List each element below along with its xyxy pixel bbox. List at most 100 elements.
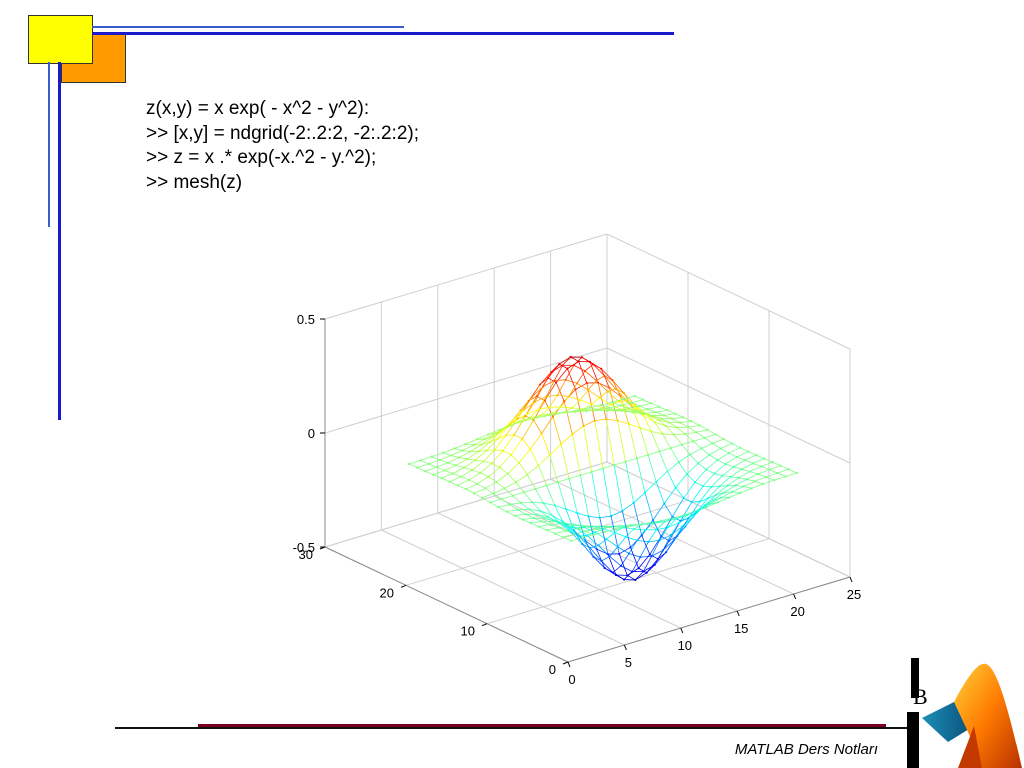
mesh-edge (709, 448, 721, 456)
mesh-point (588, 406, 591, 409)
mesh-point (640, 412, 643, 415)
mesh-edge (465, 443, 474, 446)
mesh-point (724, 462, 727, 466)
mesh-point (734, 484, 737, 487)
mesh-point (424, 470, 427, 473)
mesh-point (537, 408, 540, 411)
mesh-point (658, 539, 661, 542)
mesh-edge (535, 485, 547, 490)
mesh-edge (711, 485, 720, 488)
mesh-edge (730, 468, 743, 478)
mesh-point (585, 381, 588, 385)
mesh-edge (546, 527, 559, 531)
back-wall-grid-line (324, 347, 608, 434)
mesh-edge (610, 404, 623, 411)
mesh-point (492, 492, 495, 495)
mesh-point (548, 406, 551, 409)
mesh-point (695, 431, 698, 434)
mesh-point (735, 455, 739, 459)
x-tick-label: 10 (678, 638, 692, 653)
mesh-point (611, 401, 614, 404)
mesh-edge (475, 459, 484, 462)
mesh-edge (720, 448, 729, 454)
mesh-edge (764, 458, 773, 463)
mesh-point (649, 402, 653, 405)
mesh-point (653, 420, 656, 424)
mesh-point (511, 494, 514, 497)
mesh-edge (633, 502, 643, 536)
mesh-edge (552, 416, 562, 445)
mesh-edge (699, 486, 712, 502)
mesh-edge (512, 495, 522, 504)
mesh-point (679, 421, 682, 424)
x-tick-mark (680, 627, 684, 634)
mesh-edge (596, 375, 605, 381)
mesh-point (760, 465, 763, 468)
mesh-edge (712, 438, 725, 444)
mesh-point (690, 501, 693, 504)
mesh-edge (743, 485, 752, 489)
mesh-edge (606, 418, 618, 421)
mesh-edge (588, 526, 598, 530)
mesh-point (682, 496, 685, 500)
mesh-edge (498, 506, 507, 512)
mesh-point (663, 520, 666, 523)
mesh-point (582, 526, 586, 529)
mesh-point (524, 513, 527, 516)
mesh-edge (625, 536, 638, 541)
mesh-edge (538, 406, 550, 410)
mesh-edge (675, 487, 684, 499)
mesh-point (522, 491, 526, 494)
mesh-point (624, 410, 627, 413)
mesh-point (624, 460, 627, 463)
mesh-edge (530, 521, 543, 524)
mesh-point (652, 522, 655, 525)
mesh-edge (724, 491, 733, 493)
mesh-point (750, 487, 753, 490)
mesh-edge (630, 535, 643, 548)
mesh-edge (712, 497, 722, 501)
mesh-point (590, 470, 593, 473)
mesh-point (619, 564, 623, 567)
mesh-point (616, 545, 619, 548)
mesh-edge (670, 447, 680, 463)
mesh-edge (517, 509, 526, 515)
mesh-edge (704, 494, 717, 506)
mesh-point (593, 419, 596, 422)
mesh-point (776, 471, 779, 475)
y-tick-label: 20 (380, 585, 394, 600)
mesh-edge (754, 481, 764, 485)
mesh-edge (719, 476, 731, 487)
mesh-edge (510, 454, 520, 464)
mesh-edge (485, 481, 497, 489)
mesh-point (618, 552, 621, 555)
mesh-edge (554, 530, 567, 535)
mesh-edge (655, 471, 668, 483)
mesh-point (603, 374, 606, 377)
mesh-edge (449, 481, 458, 486)
mesh-point (697, 462, 700, 465)
mesh-edge (409, 459, 421, 465)
mesh-point (533, 400, 537, 403)
mesh-edge (467, 451, 479, 460)
mesh-point (660, 519, 663, 522)
mesh-point (693, 481, 697, 484)
mesh-edge (563, 401, 573, 435)
y-axis-line (324, 546, 569, 663)
mesh-edge (623, 395, 635, 400)
mesh-edge (569, 474, 581, 480)
mesh-edge (497, 435, 507, 439)
mesh-edge (701, 443, 713, 449)
mesh-point (752, 462, 755, 465)
mesh-point (730, 442, 734, 445)
mesh-point (597, 544, 600, 547)
mesh-edge (612, 379, 625, 394)
mesh-edge (496, 481, 505, 489)
mesh-edge (480, 463, 492, 474)
mesh-edge (757, 473, 767, 478)
x-tick-label: 25 (847, 587, 861, 602)
mesh-point (535, 513, 539, 516)
mesh-point (664, 424, 667, 428)
mesh-edge (680, 422, 689, 428)
mesh-point (520, 420, 524, 423)
